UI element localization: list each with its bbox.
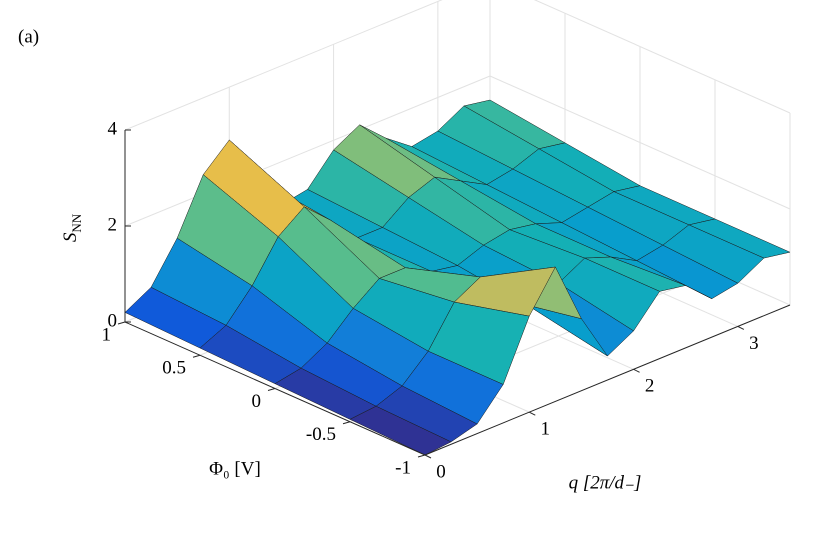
z-axis-label: SNN	[60, 213, 84, 242]
y-tick	[117, 321, 126, 325]
x-tick-label: 3	[749, 333, 759, 354]
x-tick-label: 0	[436, 461, 446, 482]
surface-face	[349, 405, 452, 456]
y-tick-label: -0.5	[306, 424, 336, 445]
x-axis-line	[424, 304, 791, 456]
z-tick-label: 2	[108, 214, 118, 235]
y-tick	[267, 388, 276, 391]
y-tick-label: 1	[102, 324, 112, 345]
y-tick	[417, 454, 426, 458]
z-tick-label: 0	[108, 310, 118, 331]
x-tick	[633, 368, 640, 373]
y-tick-label: 0.5	[162, 358, 186, 379]
y-axis-label: Φ₀ [V]	[209, 458, 261, 479]
x-tick-label: 1	[541, 419, 551, 440]
grid-line	[124, 0, 443, 131]
x-tick-label: 2	[645, 376, 655, 397]
x-tick	[424, 454, 432, 459]
x-tick	[737, 325, 745, 330]
x-axis-label: q [2π/d₋]	[569, 472, 642, 493]
z-axis-label-main: S	[60, 232, 81, 242]
y-tick	[192, 354, 201, 358]
z-tick-label: 4	[108, 118, 118, 139]
grid-line	[124, 75, 491, 227]
z-axis-label-sub: NN	[69, 213, 84, 232]
y-tick-label: -1	[395, 457, 411, 478]
y-tick-label: 0	[252, 391, 262, 412]
y-tick	[342, 421, 351, 425]
chart-title: (a)	[18, 26, 39, 47]
x-tick	[529, 411, 536, 416]
